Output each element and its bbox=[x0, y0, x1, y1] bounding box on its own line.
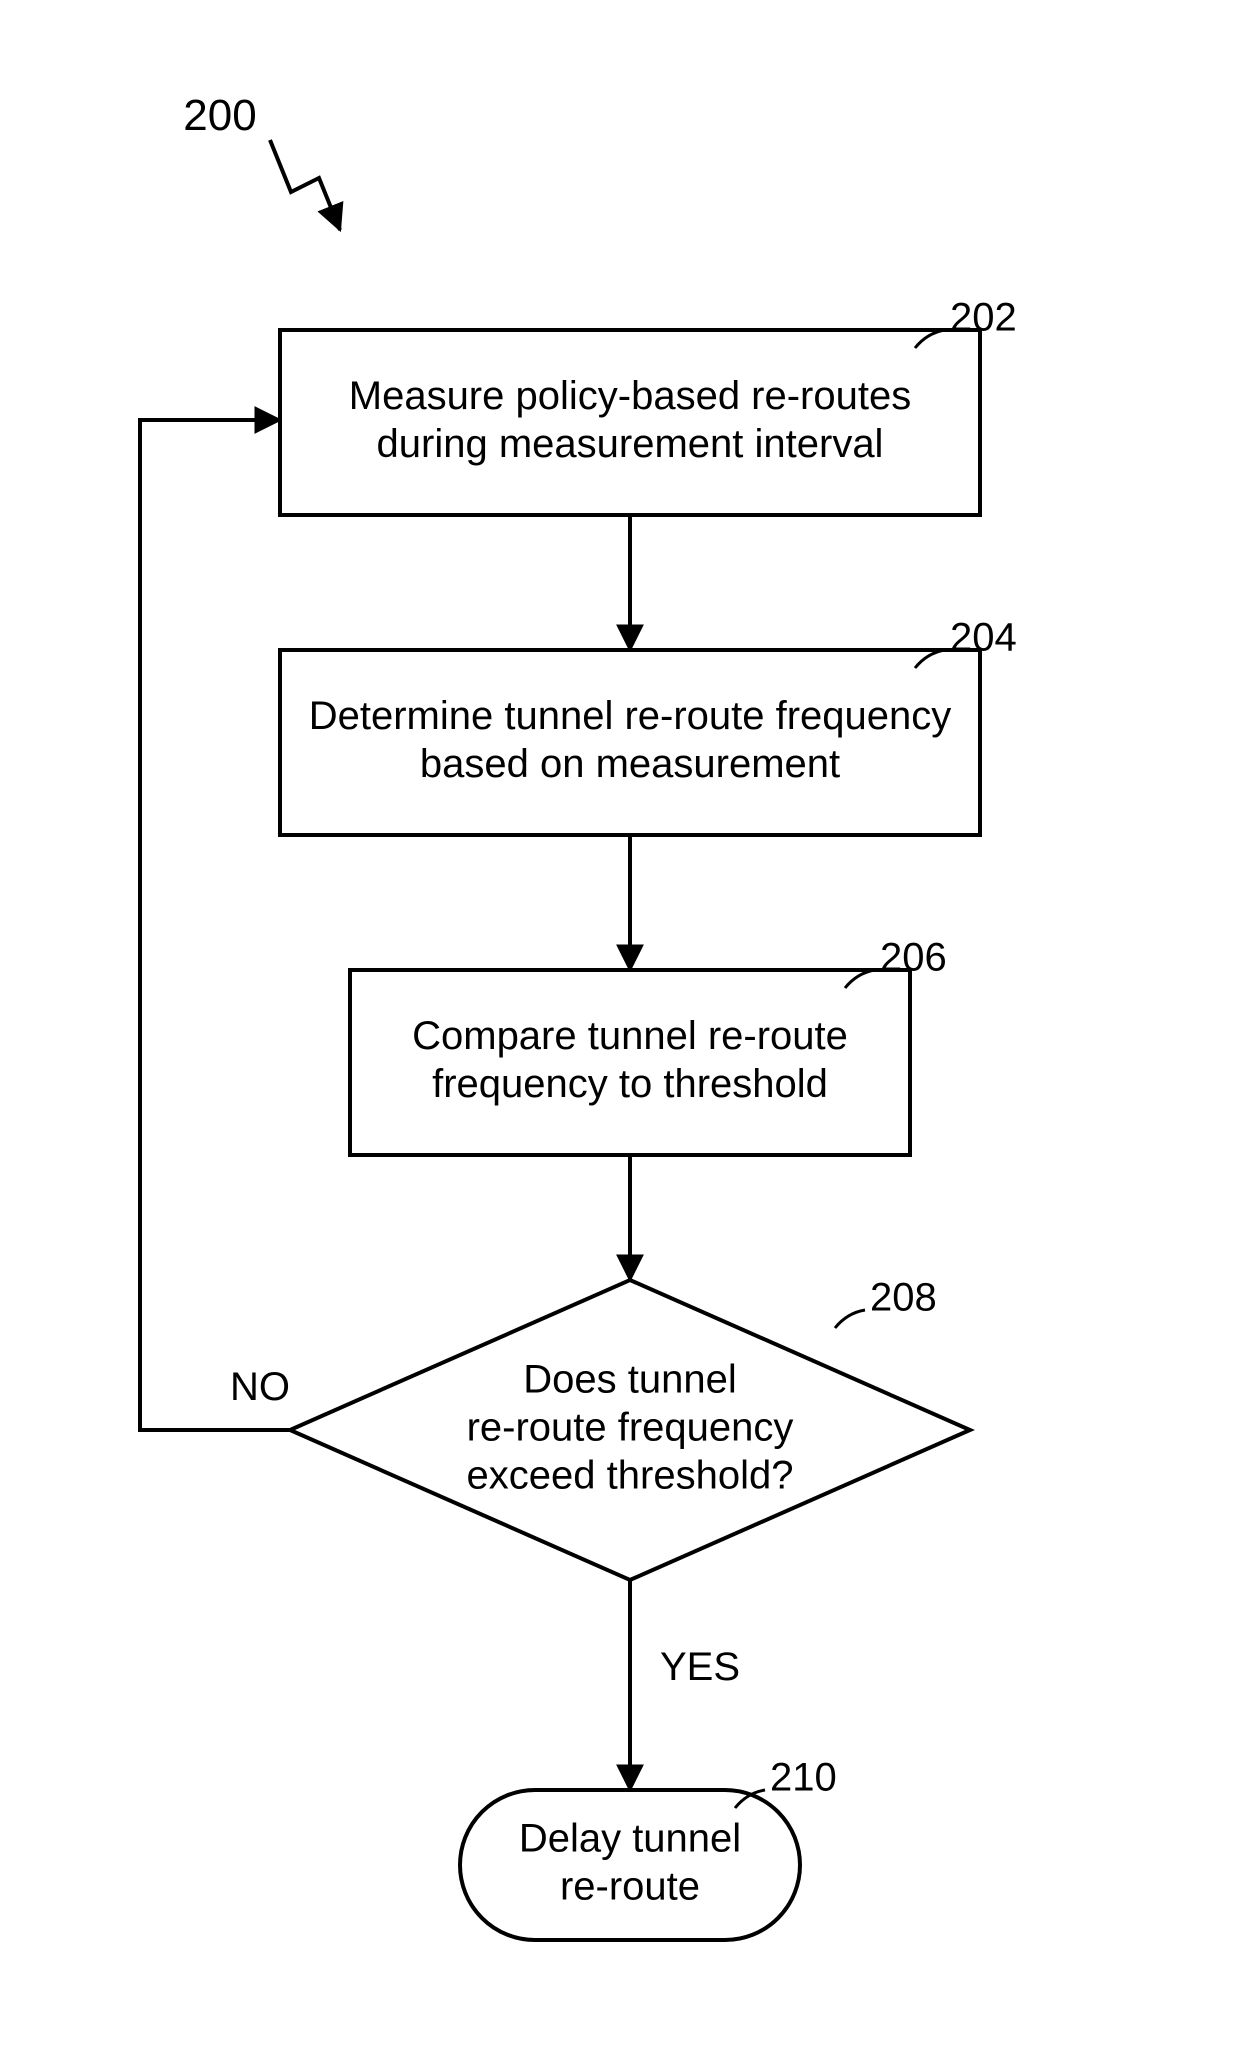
figure-number: 200 bbox=[183, 91, 256, 140]
flowchart: YES NO Measure policy-based re-routesdurin… bbox=[0, 0, 1240, 2067]
node-text: re-route frequency bbox=[467, 1406, 794, 1450]
node-text: frequency to threshold bbox=[432, 1062, 828, 1106]
ref-label: 204 bbox=[950, 616, 1017, 660]
node-text: Delay tunnel bbox=[519, 1817, 741, 1861]
ref-label: 208 bbox=[870, 1276, 937, 1320]
edge-label: NO bbox=[230, 1365, 290, 1409]
node-text: Measure policy-based re-routes bbox=[349, 374, 911, 418]
node-text: Does tunnel bbox=[523, 1358, 736, 1402]
ref-label: 210 bbox=[770, 1756, 837, 1800]
node-text: exceed threshold? bbox=[467, 1454, 794, 1498]
node-text: during measurement interval bbox=[377, 422, 884, 466]
ref-label: 206 bbox=[880, 936, 947, 980]
node-text: based on measurement bbox=[420, 742, 840, 786]
node-text: Determine tunnel re-route frequency bbox=[309, 694, 952, 738]
node-text: re-route bbox=[560, 1865, 700, 1909]
ref-label: 202 bbox=[950, 296, 1017, 340]
node-text: Compare tunnel re-route bbox=[412, 1014, 848, 1058]
edge-label: YES bbox=[660, 1645, 740, 1689]
